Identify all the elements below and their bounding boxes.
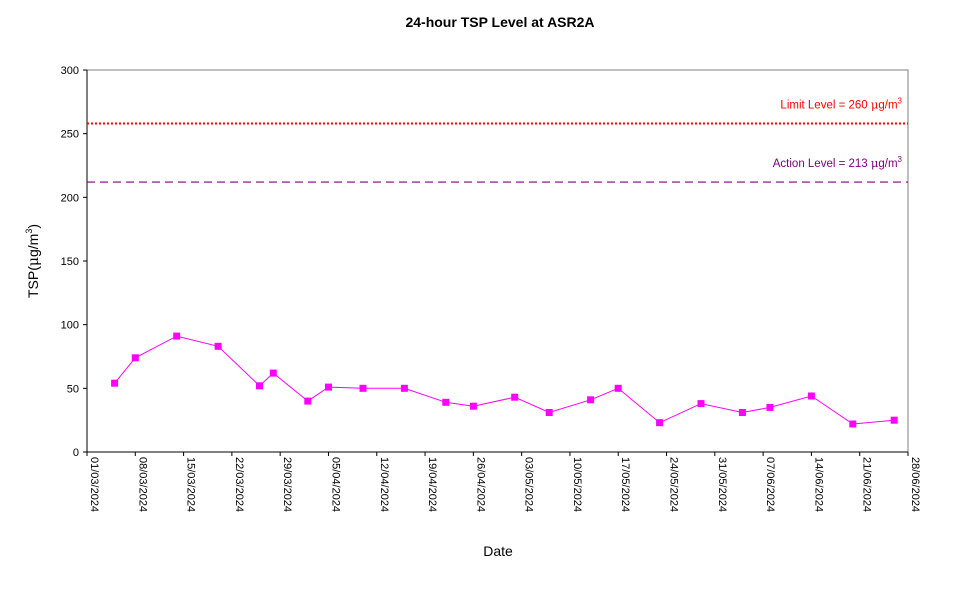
x-tick-label: 29/03/2024	[281, 457, 293, 512]
tsp-data-point	[269, 369, 277, 377]
limit-level-label-value: Limit Level = 260	[780, 99, 870, 111]
action-level-label: Action Level = 213 μg/m3	[773, 155, 903, 170]
y-axis-title-sup: 3	[24, 229, 34, 234]
x-tick-label: 26/04/2024	[474, 457, 486, 512]
tsp-data-point	[214, 342, 222, 350]
limit-level-label-unit: g/m	[878, 99, 897, 111]
tsp-data-point	[256, 382, 263, 390]
x-tick-label: 01/03/2024	[88, 457, 100, 512]
x-tick-label: 08/03/2024	[136, 457, 148, 512]
x-tick-label: 28/06/2024	[909, 457, 921, 512]
series-layer	[111, 332, 898, 428]
tsp-data-point	[656, 419, 664, 427]
tsp-data-point	[890, 416, 898, 424]
y-axis: 0 50 100 150 200 250 300	[61, 65, 88, 459]
x-tick-label: 31/05/2024	[716, 457, 728, 512]
x-tick-label: 21/06/2024	[861, 457, 873, 512]
x-tick-label: 14/06/2024	[812, 457, 824, 512]
y-tick-label: 50	[67, 383, 79, 395]
y-axis-title: TSP(μg/m3)	[24, 224, 42, 298]
tsp-data-point	[587, 396, 595, 404]
x-tick-label: 17/05/2024	[619, 457, 631, 512]
x-tick-label: 05/04/2024	[329, 457, 341, 512]
x-axis-title: Date	[483, 543, 513, 559]
y-tick-label: 150	[61, 256, 79, 268]
tsp-series-line	[114, 335, 895, 425]
y-tick-label: 0	[73, 447, 79, 459]
limit-level-label-sup: 3	[898, 96, 903, 105]
tsp-data-point	[766, 403, 774, 411]
tsp-data-point	[173, 332, 181, 340]
tsp-data-point	[849, 420, 857, 428]
tsp-data-point	[304, 397, 312, 405]
x-tick-label: 03/05/2024	[523, 457, 535, 512]
x-tick-label: 19/04/2024	[426, 457, 438, 512]
tsp-data-point	[111, 379, 119, 387]
x-tick-label: 24/05/2024	[668, 457, 680, 512]
y-axis-title-mu: μ	[26, 257, 42, 266]
tsp-data-point	[131, 354, 139, 362]
tsp-data-point	[511, 393, 519, 401]
y-axis-title-unit: g/m	[25, 234, 41, 257]
action-level-label-value: Action Level = 213	[773, 158, 871, 170]
tsp-data-point	[545, 409, 553, 416]
x-tick-label: 12/04/2024	[378, 457, 390, 512]
y-tick-label: 100	[61, 320, 79, 332]
x-axis: 01/03/2024 08/03/2024 15/03/2024 22/03/2024…	[86, 451, 921, 512]
tsp-data-point	[442, 398, 450, 406]
chart-title: 24-hour TSP Level at ASR2A	[405, 14, 594, 30]
plot-area-frame	[86, 69, 909, 453]
tsp-data-point	[359, 384, 367, 392]
x-tick-label: 22/03/2024	[233, 457, 245, 512]
x-tick-label: 10/05/2024	[571, 457, 583, 512]
x-tick-label: 07/06/2024	[764, 457, 776, 512]
y-tick-label: 200	[61, 192, 79, 204]
limit-level-label: Limit Level = 260 μg/m3	[780, 96, 902, 111]
tsp-data-point	[325, 383, 332, 391]
y-tick-label: 300	[61, 65, 79, 77]
y-axis-title-close: )	[25, 224, 41, 229]
tsp-data-point	[614, 384, 622, 392]
limit-level-label-mu: μ	[871, 97, 879, 111]
tsp-data-point	[400, 384, 408, 392]
tsp-data-point	[807, 392, 815, 400]
y-tick-label: 250	[61, 129, 79, 141]
y-axis-title-base: TSP(	[25, 266, 41, 298]
x-tick-label: 15/03/2024	[185, 457, 197, 512]
action-level-label-mu: μ	[871, 156, 879, 170]
action-level-label-sup: 3	[898, 155, 903, 164]
tsp-data-point	[697, 400, 705, 408]
tsp-data-point	[469, 402, 477, 410]
tsp-data-point	[738, 409, 746, 416]
action-level-label-unit: g/m	[878, 158, 897, 170]
